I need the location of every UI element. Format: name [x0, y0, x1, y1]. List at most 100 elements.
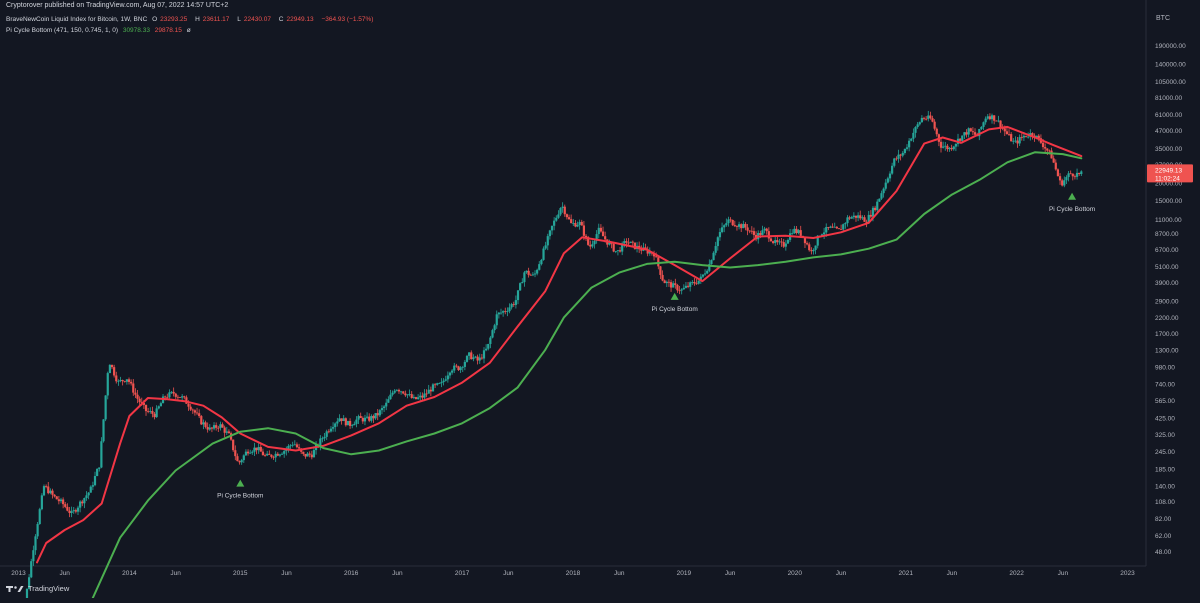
candle-body [1037, 135, 1040, 139]
candle-body [623, 241, 626, 244]
triangle-up-icon [670, 292, 679, 300]
candle [329, 426, 333, 433]
candle-body [912, 132, 915, 139]
candle [563, 204, 566, 217]
candle-body [340, 418, 343, 422]
candle-body [718, 232, 722, 238]
candle-body [489, 337, 492, 344]
y-tick-label: 5100.00 [1155, 264, 1179, 271]
candle [942, 141, 945, 149]
candle [1020, 133, 1023, 141]
candle [737, 221, 741, 230]
candle-body [470, 352, 473, 360]
candle-body [127, 379, 131, 382]
tradingview-brand[interactable]: TradingView [6, 584, 69, 593]
candle [32, 545, 35, 566]
pi-cycle-bottom-marker[interactable]: Pi Cycle Bottom [652, 292, 698, 313]
candle-body [253, 447, 256, 452]
candle-body [803, 236, 807, 244]
candle [878, 198, 881, 202]
candle [1063, 176, 1066, 188]
y-tick-label: 1300.00 [1155, 347, 1179, 354]
candle [935, 127, 938, 137]
candle-body [380, 408, 384, 411]
candle [340, 418, 343, 425]
x-tick-label: 2022 [1009, 570, 1024, 577]
candle [49, 488, 52, 495]
candle [368, 413, 371, 423]
indicator-legend[interactable]: Pi Cycle Bottom (471, 150, 0.745, 1, 0) … [6, 27, 194, 34]
ohlc-l: L 22430.07 [237, 16, 274, 23]
candle-body [164, 396, 167, 398]
candle-body [206, 426, 209, 430]
candle-body [880, 193, 883, 199]
candle-body [521, 282, 524, 284]
candle [971, 127, 974, 136]
candle [629, 241, 632, 244]
candle [212, 422, 216, 431]
candle-body [587, 237, 590, 245]
candle-body [840, 229, 843, 230]
candle-body [846, 217, 849, 224]
candle [920, 115, 923, 123]
candle [812, 248, 815, 255]
candle-body [689, 282, 692, 287]
candle-body [283, 451, 286, 454]
candle [903, 148, 906, 155]
candle-body [748, 230, 751, 232]
candle [521, 278, 524, 284]
candle [933, 119, 936, 131]
candle [117, 379, 120, 386]
candle-body [40, 495, 43, 510]
candle-body [1069, 173, 1072, 175]
candle [699, 273, 702, 284]
pi-cycle-bottom-marker[interactable]: Pi Cycle Bottom [1049, 192, 1095, 213]
candle [431, 383, 435, 392]
x-tick-label: 2018 [566, 570, 581, 577]
x-tick-label: Jun [170, 570, 181, 577]
candle [40, 493, 43, 511]
candle-body [725, 223, 728, 226]
publisher-header: Cryptorover published on TradingView.com… [6, 2, 229, 9]
pi-cycle-bottom-marker[interactable]: Pi Cycle Bottom [217, 479, 263, 500]
candle [323, 432, 326, 442]
candle-body [763, 228, 766, 231]
o-value: 23293.25 [160, 16, 188, 23]
candle-body [1022, 135, 1026, 138]
y-tick-label: 2900.00 [1155, 298, 1179, 305]
candle-body [842, 224, 845, 230]
candle [83, 497, 86, 509]
symbol-legend[interactable]: BraveNewCoin Liquid Index for Bitcoin, 1… [6, 16, 376, 23]
candle-body [508, 307, 511, 312]
candle [106, 371, 109, 400]
candle [221, 422, 224, 428]
candle-body [922, 117, 926, 119]
candle-body [93, 476, 97, 486]
candle [916, 122, 919, 129]
candle [786, 238, 790, 244]
candle-body [618, 250, 622, 252]
indicator-settings-icon[interactable]: ø [186, 27, 191, 34]
candle-body [193, 410, 197, 413]
candle [206, 422, 209, 433]
candle [236, 453, 239, 462]
candle-body [408, 394, 411, 395]
candle [546, 233, 549, 251]
candle-body [604, 236, 607, 240]
candle-body [96, 468, 99, 477]
candle-body [559, 208, 562, 215]
candle [321, 436, 324, 443]
candle [514, 295, 517, 309]
candle-body [451, 370, 454, 373]
candle-body [893, 158, 896, 166]
candle-body [434, 384, 437, 386]
candle [195, 407, 199, 416]
candle [361, 416, 364, 424]
candle-body [601, 231, 605, 237]
x-tick-label: 2013 [11, 570, 26, 577]
candle-body [967, 128, 970, 135]
candle [495, 310, 498, 329]
candle-body [723, 225, 726, 228]
